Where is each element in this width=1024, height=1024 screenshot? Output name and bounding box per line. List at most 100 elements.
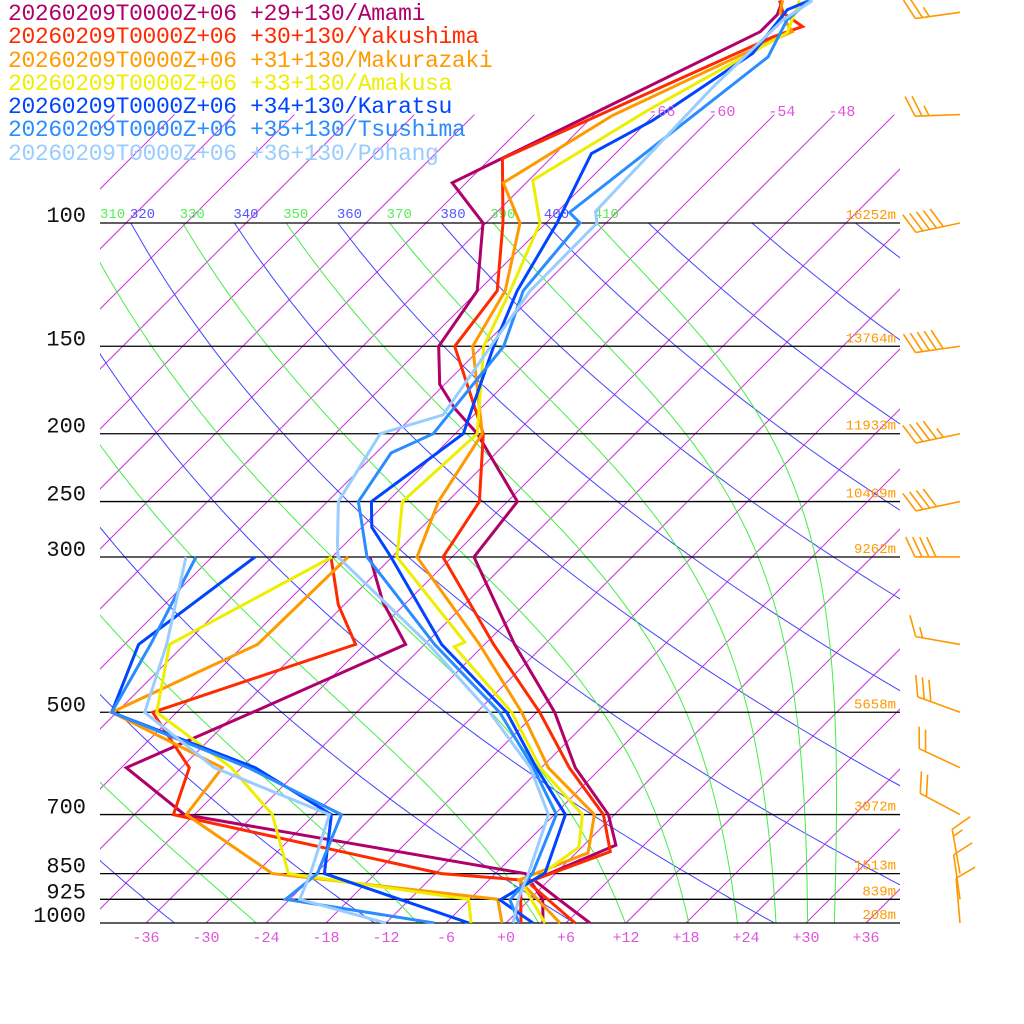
isotherm-line [100, 114, 295, 310]
isotherm-label: -60 [708, 104, 735, 121]
isotherm-line [145, 168, 900, 924]
dry-adiabat-line [544, 222, 900, 511]
temperature-tick-label: +36 [852, 930, 879, 947]
dry-adiabat-line [130, 222, 900, 886]
temperature-line-tsushima [356, 0, 811, 924]
dewpoint-line-tsushima [109, 556, 435, 924]
isotherm-line [745, 768, 900, 924]
wind-barb [902, 420, 961, 444]
isotherm-label: -48 [828, 104, 855, 121]
isotherm-line [325, 348, 900, 924]
legend: 20260209T0000Z+06 +29+130/Amami 20260209T… [8, 1, 493, 166]
moist-adiabat-line [100, 781, 257, 924]
height-label: 1513m [854, 859, 896, 875]
isotherm-line [100, 114, 655, 670]
isotherm-line [100, 114, 475, 490]
wind-barb [902, 208, 961, 234]
axis-labels: -66 -60 -54 -48 100 16252m 150 13764m 200 11933m 2… [33, 104, 896, 947]
moist-adiabat-label: 310 [100, 207, 125, 223]
temperature-tick-label: +6 [557, 930, 575, 947]
temperature-tick-label: +18 [672, 930, 699, 947]
dry-adiabat-label: 380 [440, 207, 465, 223]
dewpoint-line-pohang [142, 556, 387, 924]
temperature-tick-label: +0 [497, 930, 515, 947]
temperature-tick-label: +12 [612, 930, 639, 947]
isotherm-line [100, 114, 175, 190]
isotherm-line [385, 408, 900, 924]
temperature-tick-label: -12 [372, 930, 399, 947]
isotherm-line [685, 708, 900, 924]
legend-item-yakushima: 20260209T0000Z+06 +30+130/Yakushima [8, 24, 479, 51]
legend-item-tsushima: 20260209T0000Z+06 +35+130/Tsushima [8, 117, 466, 144]
wind-barb [951, 816, 971, 874]
dry-adiabat-line [100, 859, 175, 924]
height-label: 13764m [846, 331, 896, 347]
wind-barb [955, 866, 976, 924]
dewpoint-line-amami [123, 556, 545, 924]
wind-barb [909, 615, 961, 646]
isotherm-label: -54 [768, 104, 795, 121]
wind-barb [902, 329, 961, 354]
dry-adiabat-line [751, 222, 900, 341]
wind-barb [902, 0, 961, 20]
height-label: 9262m [854, 542, 896, 558]
dry-adiabat-label: 360 [337, 207, 362, 223]
temperature-tick-label: +30 [792, 930, 819, 947]
isotherm-line [445, 468, 900, 924]
wind-barb [904, 536, 960, 558]
pressure-label: 250 [46, 483, 86, 508]
isotherm-line [100, 114, 355, 370]
pressure-label: 925 [46, 880, 86, 905]
isotherm-line [100, 114, 535, 550]
moist-adiabat-label: 330 [180, 207, 205, 223]
height-label: 11933m [846, 419, 896, 435]
pressure-label: 100 [46, 204, 86, 229]
temperature-tick-label: -6 [437, 930, 455, 947]
wind-barb [914, 674, 961, 714]
pressure-label: 850 [46, 855, 86, 880]
isotherm-line [565, 588, 900, 924]
temperature-line-pohang [335, 0, 814, 924]
moist-adiabat-line [100, 261, 626, 924]
height-label: 10469m [846, 487, 896, 503]
isotherm-line [505, 528, 900, 924]
height-label: 839m [862, 884, 896, 900]
wind-barb [918, 726, 961, 769]
isotherm-line [100, 114, 715, 730]
legend-item-karatsu: 20260209T0000Z+06 +34+130/Karatsu [8, 94, 452, 121]
dry-adiabat-label: 340 [233, 207, 258, 223]
dry-adiabat-label: 320 [130, 207, 155, 223]
dewpoint-line-amakusa [155, 555, 473, 924]
isotherm-line [205, 228, 900, 924]
height-label: 16252m [846, 208, 896, 224]
dewpoint-line-makurazaki [108, 555, 504, 924]
height-label: 3072m [854, 800, 896, 816]
wind-barbs [902, 0, 976, 924]
wind-barb [902, 488, 961, 512]
isotherm-line [265, 288, 900, 924]
moist-adiabat-label: 410 [594, 207, 619, 223]
sounding-profiles [108, 0, 814, 924]
pressure-label: 500 [46, 693, 86, 718]
moist-adiabat-label: 370 [387, 207, 412, 223]
pressure-label: 150 [46, 327, 86, 352]
legend-item-makurazaki: 20260209T0000Z+06 +31+130/Makurazaki [8, 47, 493, 74]
temperature-tick-label: -24 [252, 930, 279, 947]
isotherm-line [100, 114, 235, 250]
pressure-label: 200 [46, 415, 86, 440]
dry-adiabat-line [855, 222, 900, 259]
temperature-line-karatsu [369, 0, 811, 924]
temperature-line-amakusa [395, 0, 801, 924]
isotherm-line [805, 828, 900, 924]
pressure-label: 700 [46, 796, 86, 821]
pressure-label: 1000 [33, 904, 86, 929]
pressure-label: 300 [46, 538, 86, 563]
temperature-tick-label: -30 [192, 930, 219, 947]
isotherm-line [100, 114, 415, 430]
temperature-tick-label: -18 [312, 930, 339, 947]
dry-adiabat-line [441, 222, 900, 600]
isotherm-line [100, 114, 895, 910]
legend-item-amami: 20260209T0000Z+06 +29+130/Amami [8, 1, 426, 27]
dry-adiabat-line [100, 526, 575, 924]
